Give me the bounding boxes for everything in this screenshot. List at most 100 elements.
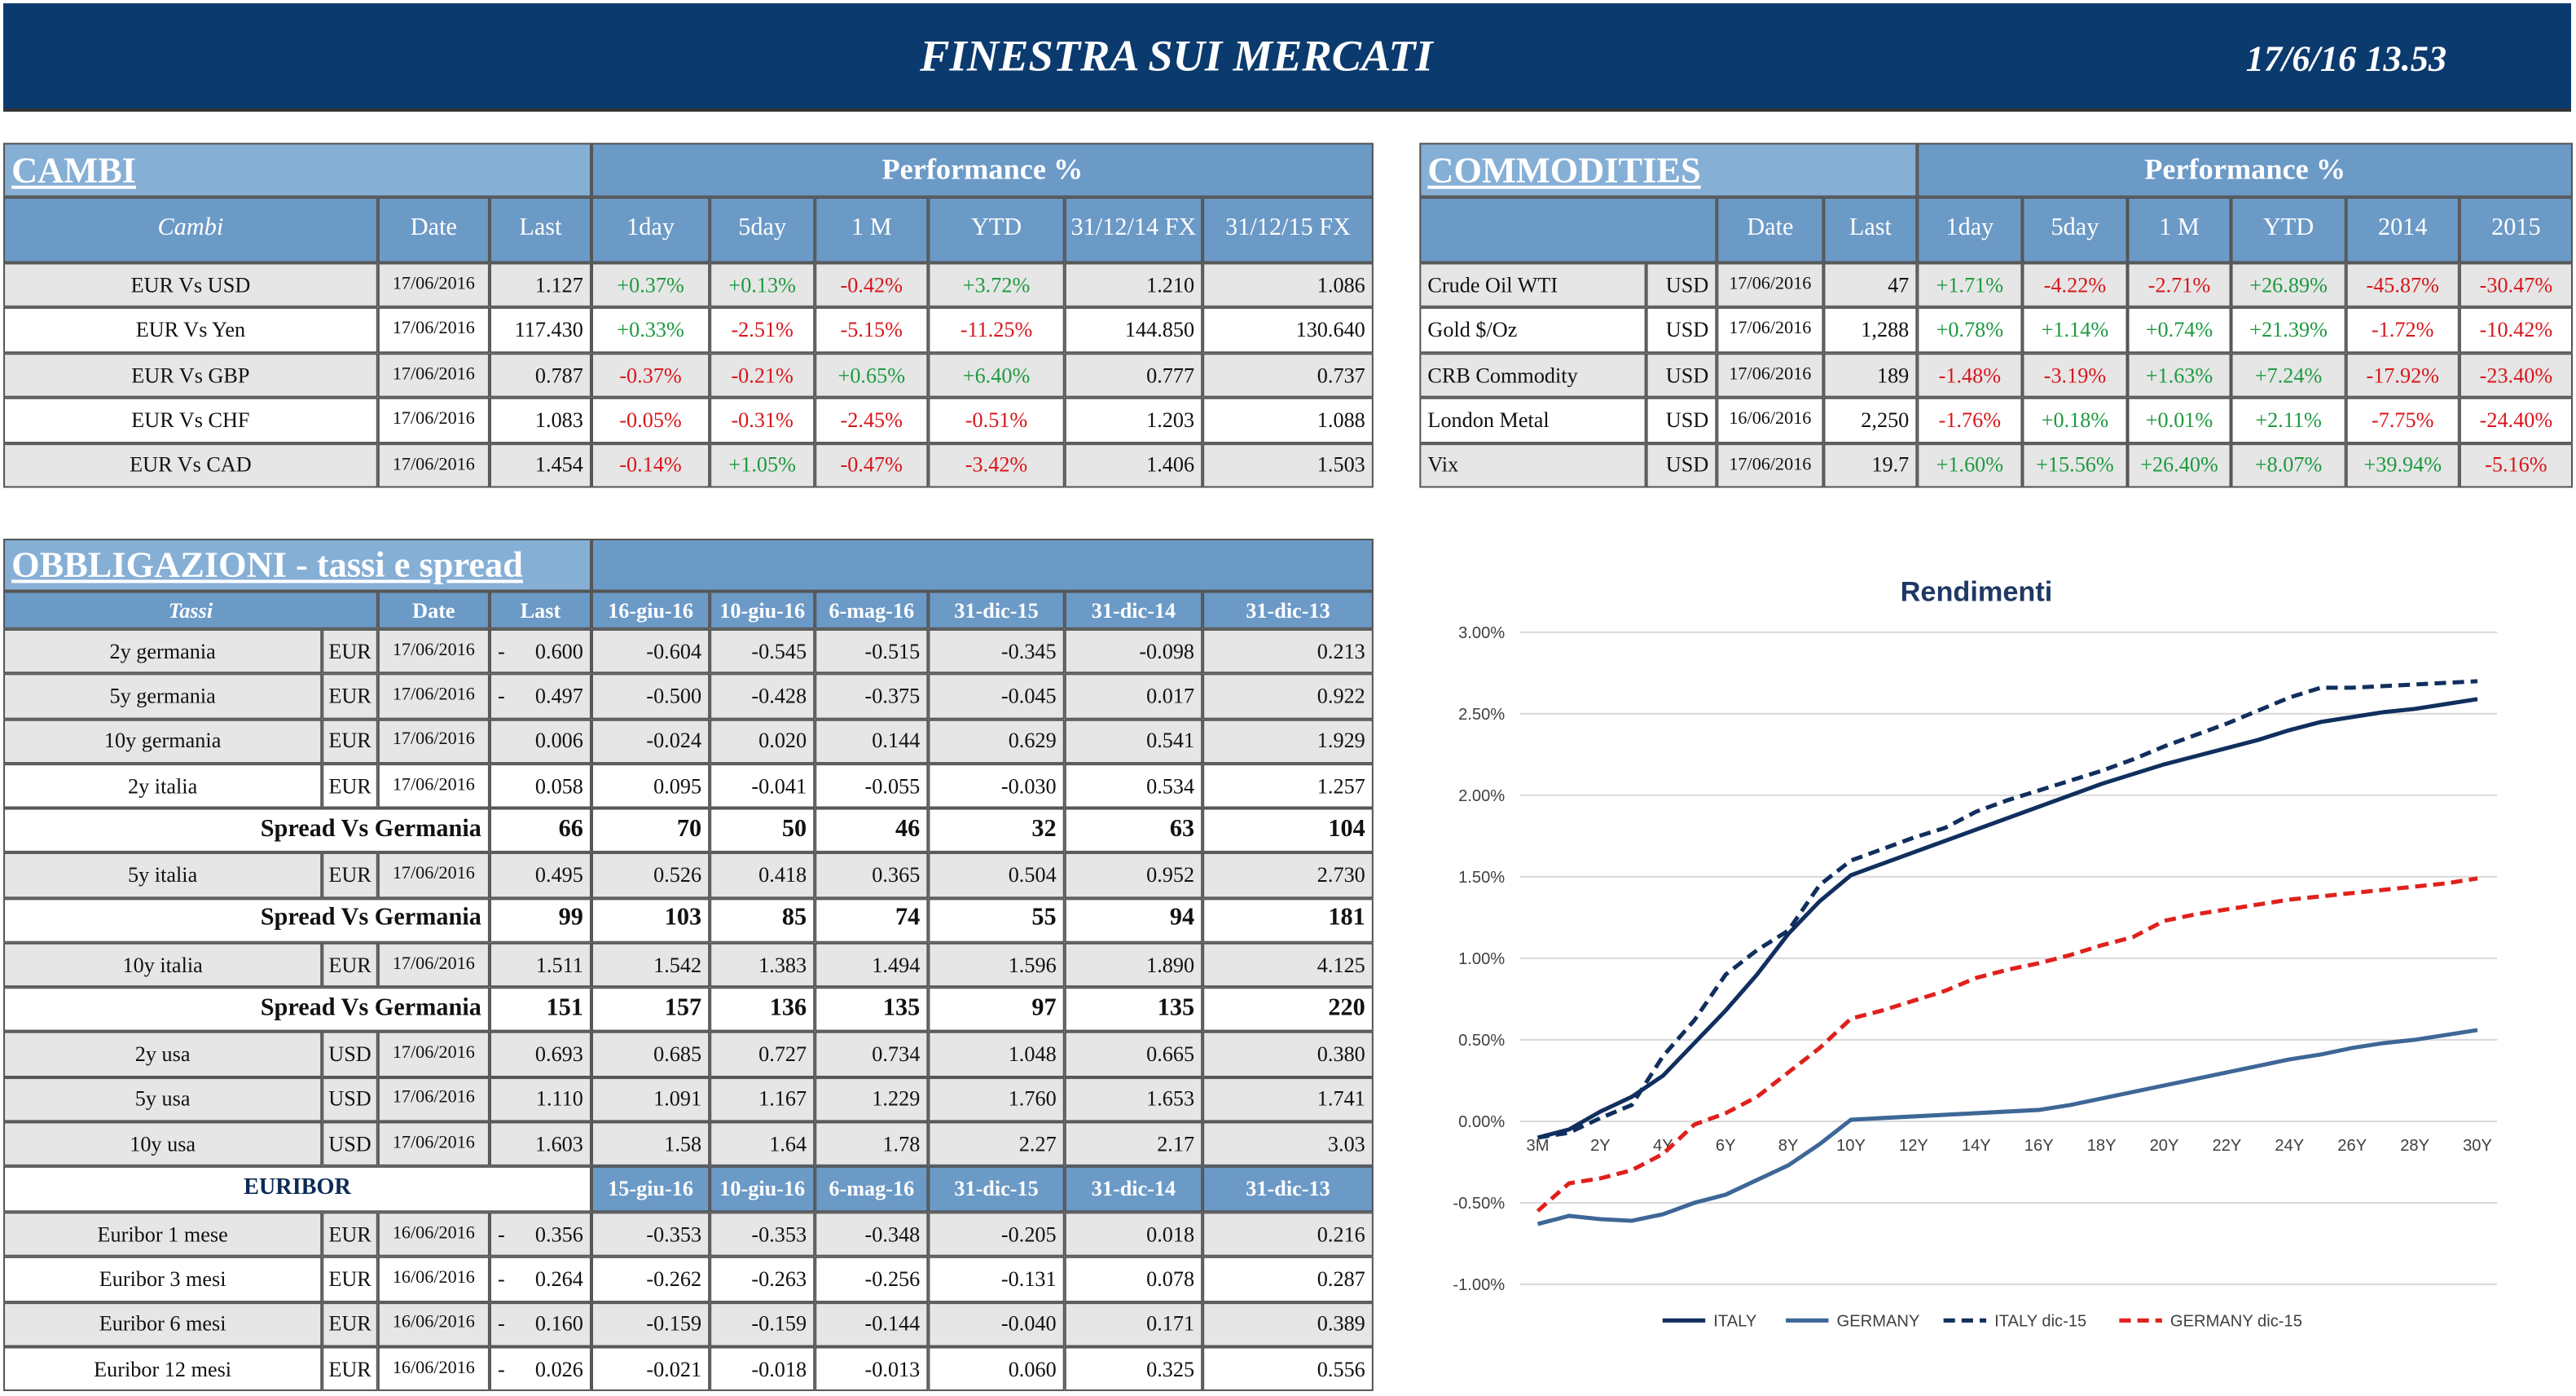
- table-cell-text: 0.017: [1146, 683, 1195, 708]
- table-cell-text: -4.22%: [2043, 272, 2107, 297]
- table-cell-text: -0.041: [751, 773, 807, 798]
- section-title: CAMBI: [3, 143, 591, 197]
- table-cell: EUR Vs CHF: [3, 398, 378, 443]
- table-cell-text: 5y italia: [128, 862, 198, 887]
- table-cell: 94: [1064, 897, 1203, 943]
- table-cell: 3.03: [1202, 1121, 1374, 1166]
- table-cell-text: 1.603: [534, 1130, 583, 1156]
- table-cell-text: 157: [664, 994, 702, 1022]
- table-cell-text: USD: [1665, 407, 1709, 433]
- table-cell: 1.603: [489, 1121, 591, 1166]
- table-cell: USD: [322, 1077, 378, 1121]
- table-cell-text: EUR Vs USD: [130, 272, 251, 297]
- flag: -: [498, 1266, 505, 1292]
- series-line: [1536, 876, 2478, 1213]
- table-cell-text: +1.63%: [2145, 362, 2213, 387]
- table-cell: EUR: [322, 718, 378, 764]
- table-cell-text: 1.542: [653, 951, 702, 977]
- table-cell: -1.72%: [2345, 307, 2460, 353]
- table-cell-text: -0.205: [1000, 1222, 1057, 1247]
- table-cell-text: 1.086: [1317, 272, 1365, 297]
- column-header-text: 1 M: [851, 215, 892, 242]
- table-cell-text: -23.40%: [2479, 362, 2553, 387]
- table-cell-text: -0.159: [646, 1311, 702, 1337]
- table-cell: 1.741: [1202, 1077, 1374, 1121]
- table-cell: 4.125: [1202, 942, 1374, 988]
- table-cell: +39.94%: [2345, 443, 2460, 488]
- table-cell: 0.787: [489, 352, 591, 399]
- table-cell: 1.760: [928, 1077, 1065, 1121]
- table-cell: 135: [1064, 987, 1203, 1033]
- table-cell-text: 17/06/2016: [392, 953, 475, 974]
- table-cell: 0.922: [1202, 673, 1374, 719]
- table-cell-text: 47: [1888, 272, 1910, 297]
- table-cell-text: 19.7: [1871, 452, 1910, 478]
- table-cell-text: 1.167: [758, 1086, 807, 1111]
- table-cell: 0.665: [1064, 1032, 1203, 1077]
- column-header: 31/12/14 FX: [1064, 196, 1203, 263]
- table-cell: 0.600 -: [489, 628, 591, 674]
- table-cell-text: 144.850: [1124, 317, 1195, 342]
- table-cell: 46: [815, 808, 929, 853]
- table-cell-text: 1.929: [1317, 728, 1365, 753]
- table-cell-text: 17/06/2016: [392, 1132, 475, 1152]
- table-cell-text: -1.72%: [2372, 317, 2434, 342]
- table-cell-text: USD: [328, 1130, 371, 1156]
- table-cell-text: 32: [1031, 816, 1057, 843]
- table-cell: -0.098: [1064, 628, 1203, 674]
- table-cell-text: 1.203: [1146, 407, 1195, 433]
- table-cell: 1.167: [710, 1077, 815, 1121]
- table-cell: 0.389: [1202, 1301, 1374, 1347]
- table-cell: -0.353: [591, 1212, 710, 1257]
- table-cell-text: USD: [1665, 452, 1709, 478]
- table-cell: USD: [1646, 398, 1717, 443]
- table-cell: 85: [710, 897, 815, 943]
- table-cell: 74: [815, 897, 929, 943]
- table-cell: 0.534: [1064, 763, 1203, 808]
- column-header-text: 5day: [738, 215, 787, 242]
- table-cell: 17/06/2016: [377, 307, 490, 353]
- table-cell-text: +1.60%: [1936, 452, 2004, 478]
- table-cell-text: 0.060: [1008, 1356, 1057, 1381]
- column-header-text: Last: [520, 597, 561, 623]
- table-cell: -17.92%: [2345, 352, 2460, 399]
- table-cell-text: -0.500: [646, 683, 702, 708]
- table-cell: 0.727: [710, 1032, 815, 1077]
- table-cell-text: 16/06/2016: [392, 1268, 475, 1288]
- table-cell: -0.428: [710, 673, 815, 719]
- table-cell: -0.14%: [591, 443, 710, 488]
- table-cell: EUR: [322, 1257, 378, 1302]
- column-header-text: 2015: [2491, 215, 2541, 242]
- table-cell-text: 70: [676, 816, 702, 843]
- flag: -: [498, 683, 505, 708]
- table-cell: -0.055: [815, 763, 929, 808]
- table-cell: 130.640: [1202, 307, 1374, 353]
- table-cell: -2.45%: [815, 398, 929, 443]
- table-cell-text: 2y italia: [128, 773, 198, 798]
- table-cell: 1.929: [1202, 718, 1374, 764]
- table-cell: 19.7: [1823, 443, 1918, 488]
- table-cell: 104: [1202, 808, 1374, 853]
- table-cell: 5y usa: [3, 1077, 323, 1121]
- group-header: [591, 539, 1374, 592]
- table-cell: 16/06/2016: [377, 1257, 490, 1302]
- table-cell: 47: [1823, 262, 1918, 308]
- table-cell: -0.024: [591, 718, 710, 764]
- table-cell-text: 16/06/2016: [392, 1313, 475, 1333]
- group-header-text: Performance %: [881, 152, 1084, 186]
- column-header: 31-dic-13: [1202, 1165, 1374, 1213]
- table-cell: 0.356 -: [489, 1212, 591, 1257]
- table-cell: 2y germania: [3, 628, 323, 674]
- table-cell: 151: [489, 987, 591, 1033]
- table-cell-text: 1.083: [534, 407, 583, 433]
- table-cell-text: 63: [1169, 816, 1195, 843]
- table-cell: 10y germania: [3, 718, 323, 764]
- table-cell: 0.737: [1202, 352, 1374, 399]
- table-cell: 17/06/2016: [377, 628, 490, 674]
- table-cell-text: 103: [664, 905, 702, 932]
- column-header: Date: [1717, 196, 1824, 263]
- legend-label: ITALY: [1713, 1312, 1756, 1330]
- table-cell: USD: [322, 1121, 378, 1166]
- table-cell-text: -0.345: [1000, 638, 1057, 663]
- column-header: 15-giu-16: [591, 1165, 710, 1213]
